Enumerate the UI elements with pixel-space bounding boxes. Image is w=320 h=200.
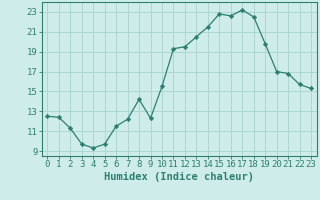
X-axis label: Humidex (Indice chaleur): Humidex (Indice chaleur) <box>104 172 254 182</box>
